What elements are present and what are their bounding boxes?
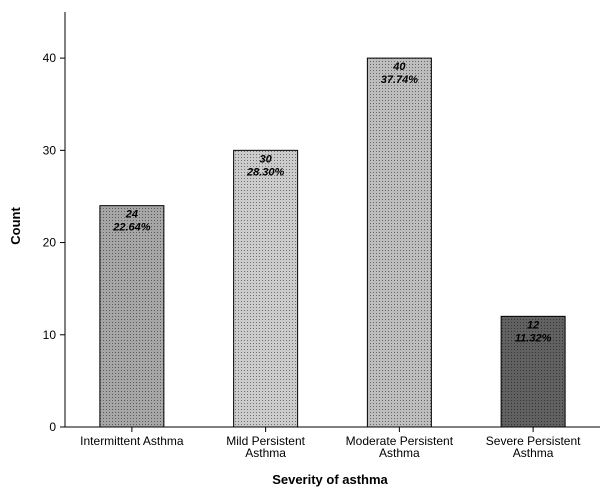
x-axis-title: Severity of asthma — [272, 472, 388, 487]
y-axis-title: Count — [8, 207, 23, 245]
data-label-percent: 37.74% — [381, 74, 419, 86]
bar — [500, 315, 566, 428]
y-tick-label: 20 — [43, 236, 57, 250]
x-tick-label: Moderate Persistent Asthma — [346, 434, 454, 460]
bar — [99, 205, 165, 428]
bars-layer — [99, 57, 566, 428]
x-tick-label: Intermittent Asthma — [80, 434, 184, 448]
y-tick-label: 10 — [43, 328, 57, 342]
y-tick-label: 40 — [43, 51, 57, 65]
bar-texture — [501, 316, 566, 427]
bar-texture — [233, 150, 298, 428]
data-label-count: 40 — [392, 61, 406, 73]
bar — [233, 149, 299, 428]
y-tick-label: 0 — [49, 420, 56, 434]
axes-layer: Intermittent Asthma Mild Persistent Asthma… — [43, 12, 600, 460]
data-label-percent: 11.32% — [515, 332, 552, 344]
data-label-percent: 22.64% — [112, 222, 151, 234]
data-label-percent: 28.30% — [246, 166, 285, 178]
y-tick-label: 30 — [43, 143, 57, 157]
data-label-count: 30 — [260, 153, 273, 165]
data-label-count: 24 — [125, 209, 138, 221]
x-tick-label: Mild Persistent Asthma — [226, 434, 305, 460]
bar-texture — [99, 205, 164, 427]
bar — [366, 57, 432, 428]
bar-texture — [367, 58, 432, 427]
x-tick-label: Severe Persistent Asthma — [486, 434, 581, 460]
data-label-count: 12 — [527, 319, 539, 331]
